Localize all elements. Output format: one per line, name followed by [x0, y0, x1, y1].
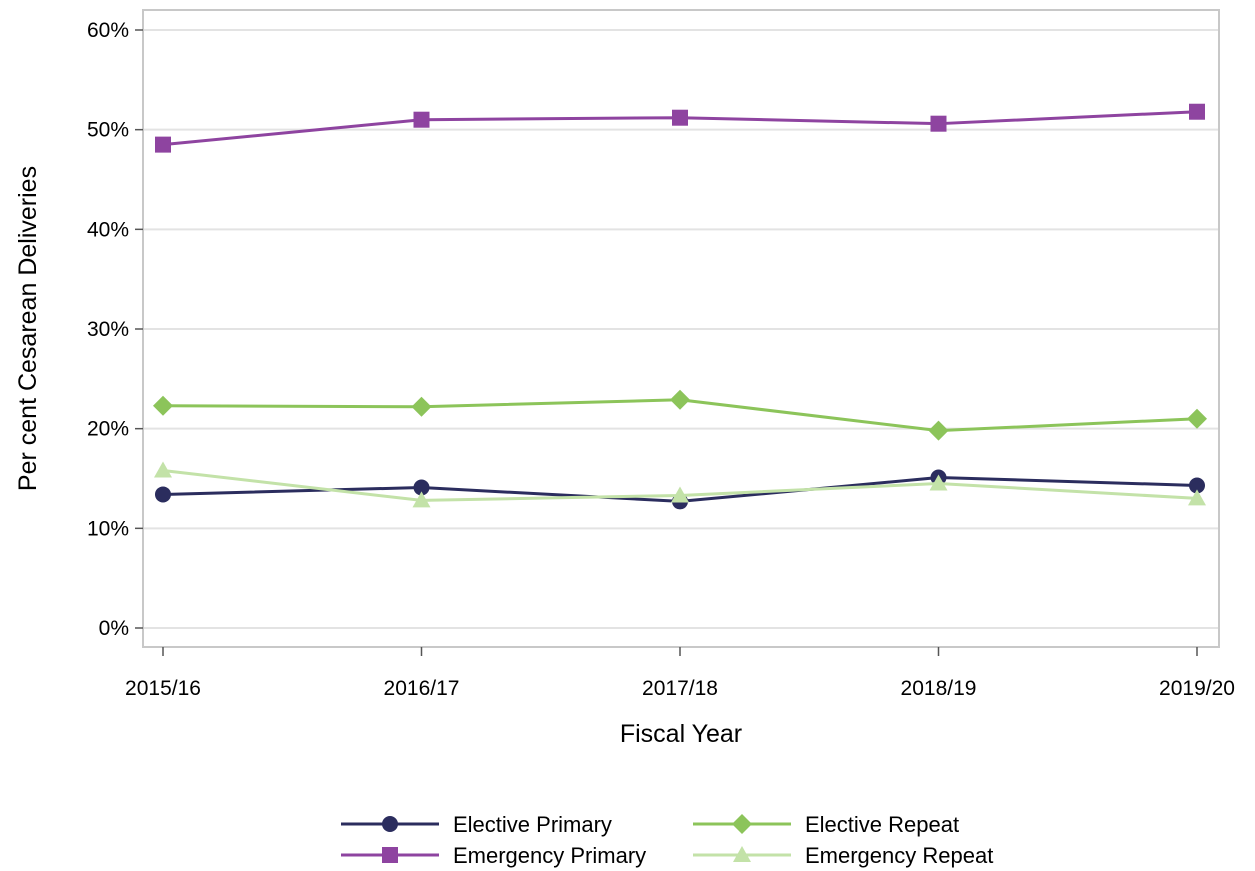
data-point [155, 486, 171, 503]
y-axis: 0% 10% 20% 30% 40% 50% 60% [87, 19, 143, 640]
legend-marker [382, 816, 398, 832]
legend-item: Elective Repeat [693, 812, 959, 837]
x-tick-label: 2018/19 [901, 677, 977, 700]
legend-label: Elective Primary [453, 812, 612, 837]
y-tick-label: 40% [87, 218, 129, 241]
data-point [930, 115, 947, 132]
data-point [670, 389, 690, 410]
data-point [411, 396, 432, 417]
series-layer [153, 103, 1207, 510]
legend-marker [382, 847, 398, 863]
data-point [928, 420, 949, 441]
data-point [154, 461, 172, 478]
data-point [412, 491, 431, 508]
data-point [929, 474, 948, 491]
y-tick-label: 60% [87, 19, 129, 42]
x-tick-label: 2015/16 [125, 677, 201, 700]
data-point [155, 136, 171, 153]
legend-item: Emergency Primary [341, 843, 646, 868]
data-point [1189, 103, 1205, 120]
legend-item: Elective Primary [341, 812, 612, 837]
y-axis-title: Per cent Cesarean Deliveries [14, 166, 42, 491]
legend-marker [733, 846, 751, 862]
legend: Elective Primary Emergency Primary Electiv… [341, 812, 993, 868]
y-tick-label: 10% [87, 517, 129, 540]
data-point [153, 395, 173, 416]
x-tick-label: 2017/18 [642, 677, 718, 700]
data-point [413, 111, 430, 128]
data-point [413, 479, 430, 496]
data-point [1187, 408, 1207, 429]
legend-marker [732, 814, 752, 834]
series-emergency-primary [155, 103, 1205, 153]
legend-label: Emergency Repeat [805, 843, 993, 868]
legend-item: Emergency Repeat [693, 843, 993, 868]
data-point [1189, 477, 1205, 494]
y-tick-label: 20% [87, 418, 129, 441]
series-elective-repeat [153, 389, 1207, 441]
x-axis: 2015/16 2016/17 2017/18 2018/19 2019/20 [125, 647, 1235, 700]
data-point [671, 486, 689, 503]
y-tick-label: 50% [87, 119, 129, 142]
x-axis-title: Fiscal Year [620, 720, 742, 748]
legend-label: Emergency Primary [453, 843, 646, 868]
series-emergency-repeat [154, 461, 1206, 508]
y-tick-label: 30% [87, 318, 129, 341]
x-tick-label: 2019/20 [1159, 677, 1235, 700]
y-tick-label: 0% [99, 617, 129, 640]
x-tick-label: 2016/17 [384, 677, 460, 700]
data-point [1188, 489, 1206, 506]
data-point [672, 109, 688, 126]
legend-label: Elective Repeat [805, 812, 959, 837]
